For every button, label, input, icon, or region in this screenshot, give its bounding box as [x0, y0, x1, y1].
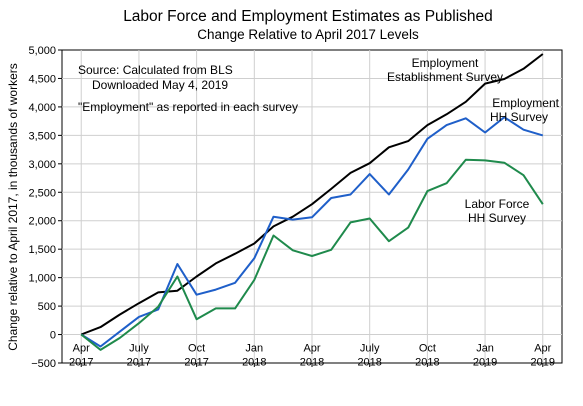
x-tick-label-year: 2017 — [69, 356, 93, 368]
y-axis-ticks: −500 0 500 1,000 1,500 2,000 2,500 3,000 3,500 4,… — [28, 45, 62, 370]
series-lines — [80, 53, 544, 351]
chart-title: Labor Force and Employment Estimates as … — [123, 8, 493, 25]
label-lf-hh-line1: Labor Force — [465, 197, 530, 211]
x-tick-label-month: Apr — [73, 343, 90, 355]
series-labels: Employment Establishment Survey Employme… — [387, 56, 560, 225]
y-tick-label: −500 — [31, 358, 56, 370]
y-tick-label: 3,000 — [28, 159, 56, 171]
y-tick-label: 2,500 — [28, 187, 56, 199]
y-tick-label: 0 — [50, 330, 56, 342]
grid-lines — [62, 50, 562, 363]
y-tick-label: 3,500 — [28, 130, 56, 142]
series-line-employment-establishment-survey — [80, 53, 544, 336]
label-lf-hh-line2: HH Survey — [468, 211, 526, 225]
y-tick-label: 4,500 — [28, 73, 56, 85]
x-tick-label-month: Jan — [245, 343, 263, 355]
x-tick-label-month: July — [360, 343, 380, 355]
x-tick-label-year: 2019 — [473, 356, 497, 368]
y-tick-label: 1,000 — [28, 273, 56, 285]
x-tick-label-year: 2019 — [531, 356, 555, 368]
label-emp-hh-line1: Employment — [492, 96, 559, 110]
x-tick-label-month: Oct — [188, 343, 205, 355]
x-tick-label-year: 2017 — [127, 356, 151, 368]
series-line-labor-force-hh-survey — [80, 158, 544, 351]
y-tick-label: 1,500 — [28, 244, 56, 256]
x-tick-label-month: Apr — [303, 343, 320, 355]
source-annotation: Source: Calculated from BLS Downloaded M… — [78, 63, 298, 114]
annotation-note: "Employment" as reported in each survey — [78, 100, 298, 114]
annotation-downloaded: Downloaded May 4, 2019 — [92, 78, 228, 92]
y-axis-label: Change relative to April 2017, in thousa… — [6, 63, 20, 351]
label-establishment-line1: Employment — [412, 56, 479, 70]
x-tick-label-year: 2017 — [184, 356, 208, 368]
y-tick-label: 5,000 — [28, 45, 56, 57]
x-tick-label-year: 2018 — [242, 356, 266, 368]
x-tick-label-month: Apr — [534, 343, 551, 355]
y-tick-label: 500 — [38, 301, 56, 313]
annotation-source: Source: Calculated from BLS — [78, 63, 233, 77]
x-tick-label-year: 2018 — [357, 356, 381, 368]
x-tick-label-month: Jan — [476, 343, 494, 355]
x-tick-label-year: 2018 — [415, 356, 439, 368]
x-axis-ticks: Apr2017July2017Oct2017Jan2018Apr2018July… — [69, 343, 555, 369]
y-tick-label: 4,000 — [28, 102, 56, 114]
x-tick-label-month: Oct — [419, 343, 436, 355]
x-tick-label-month: July — [129, 343, 149, 355]
label-emp-hh-line2: HH Survey — [490, 110, 548, 124]
x-tick-label-year: 2018 — [300, 356, 324, 368]
series-line-employment-hh-survey — [80, 116, 544, 348]
chart-subtitle: Change Relative to April 2017 Levels — [197, 27, 419, 42]
label-establishment-line2: Establishment Survey — [387, 70, 503, 84]
y-tick-label: 2,000 — [28, 216, 56, 228]
